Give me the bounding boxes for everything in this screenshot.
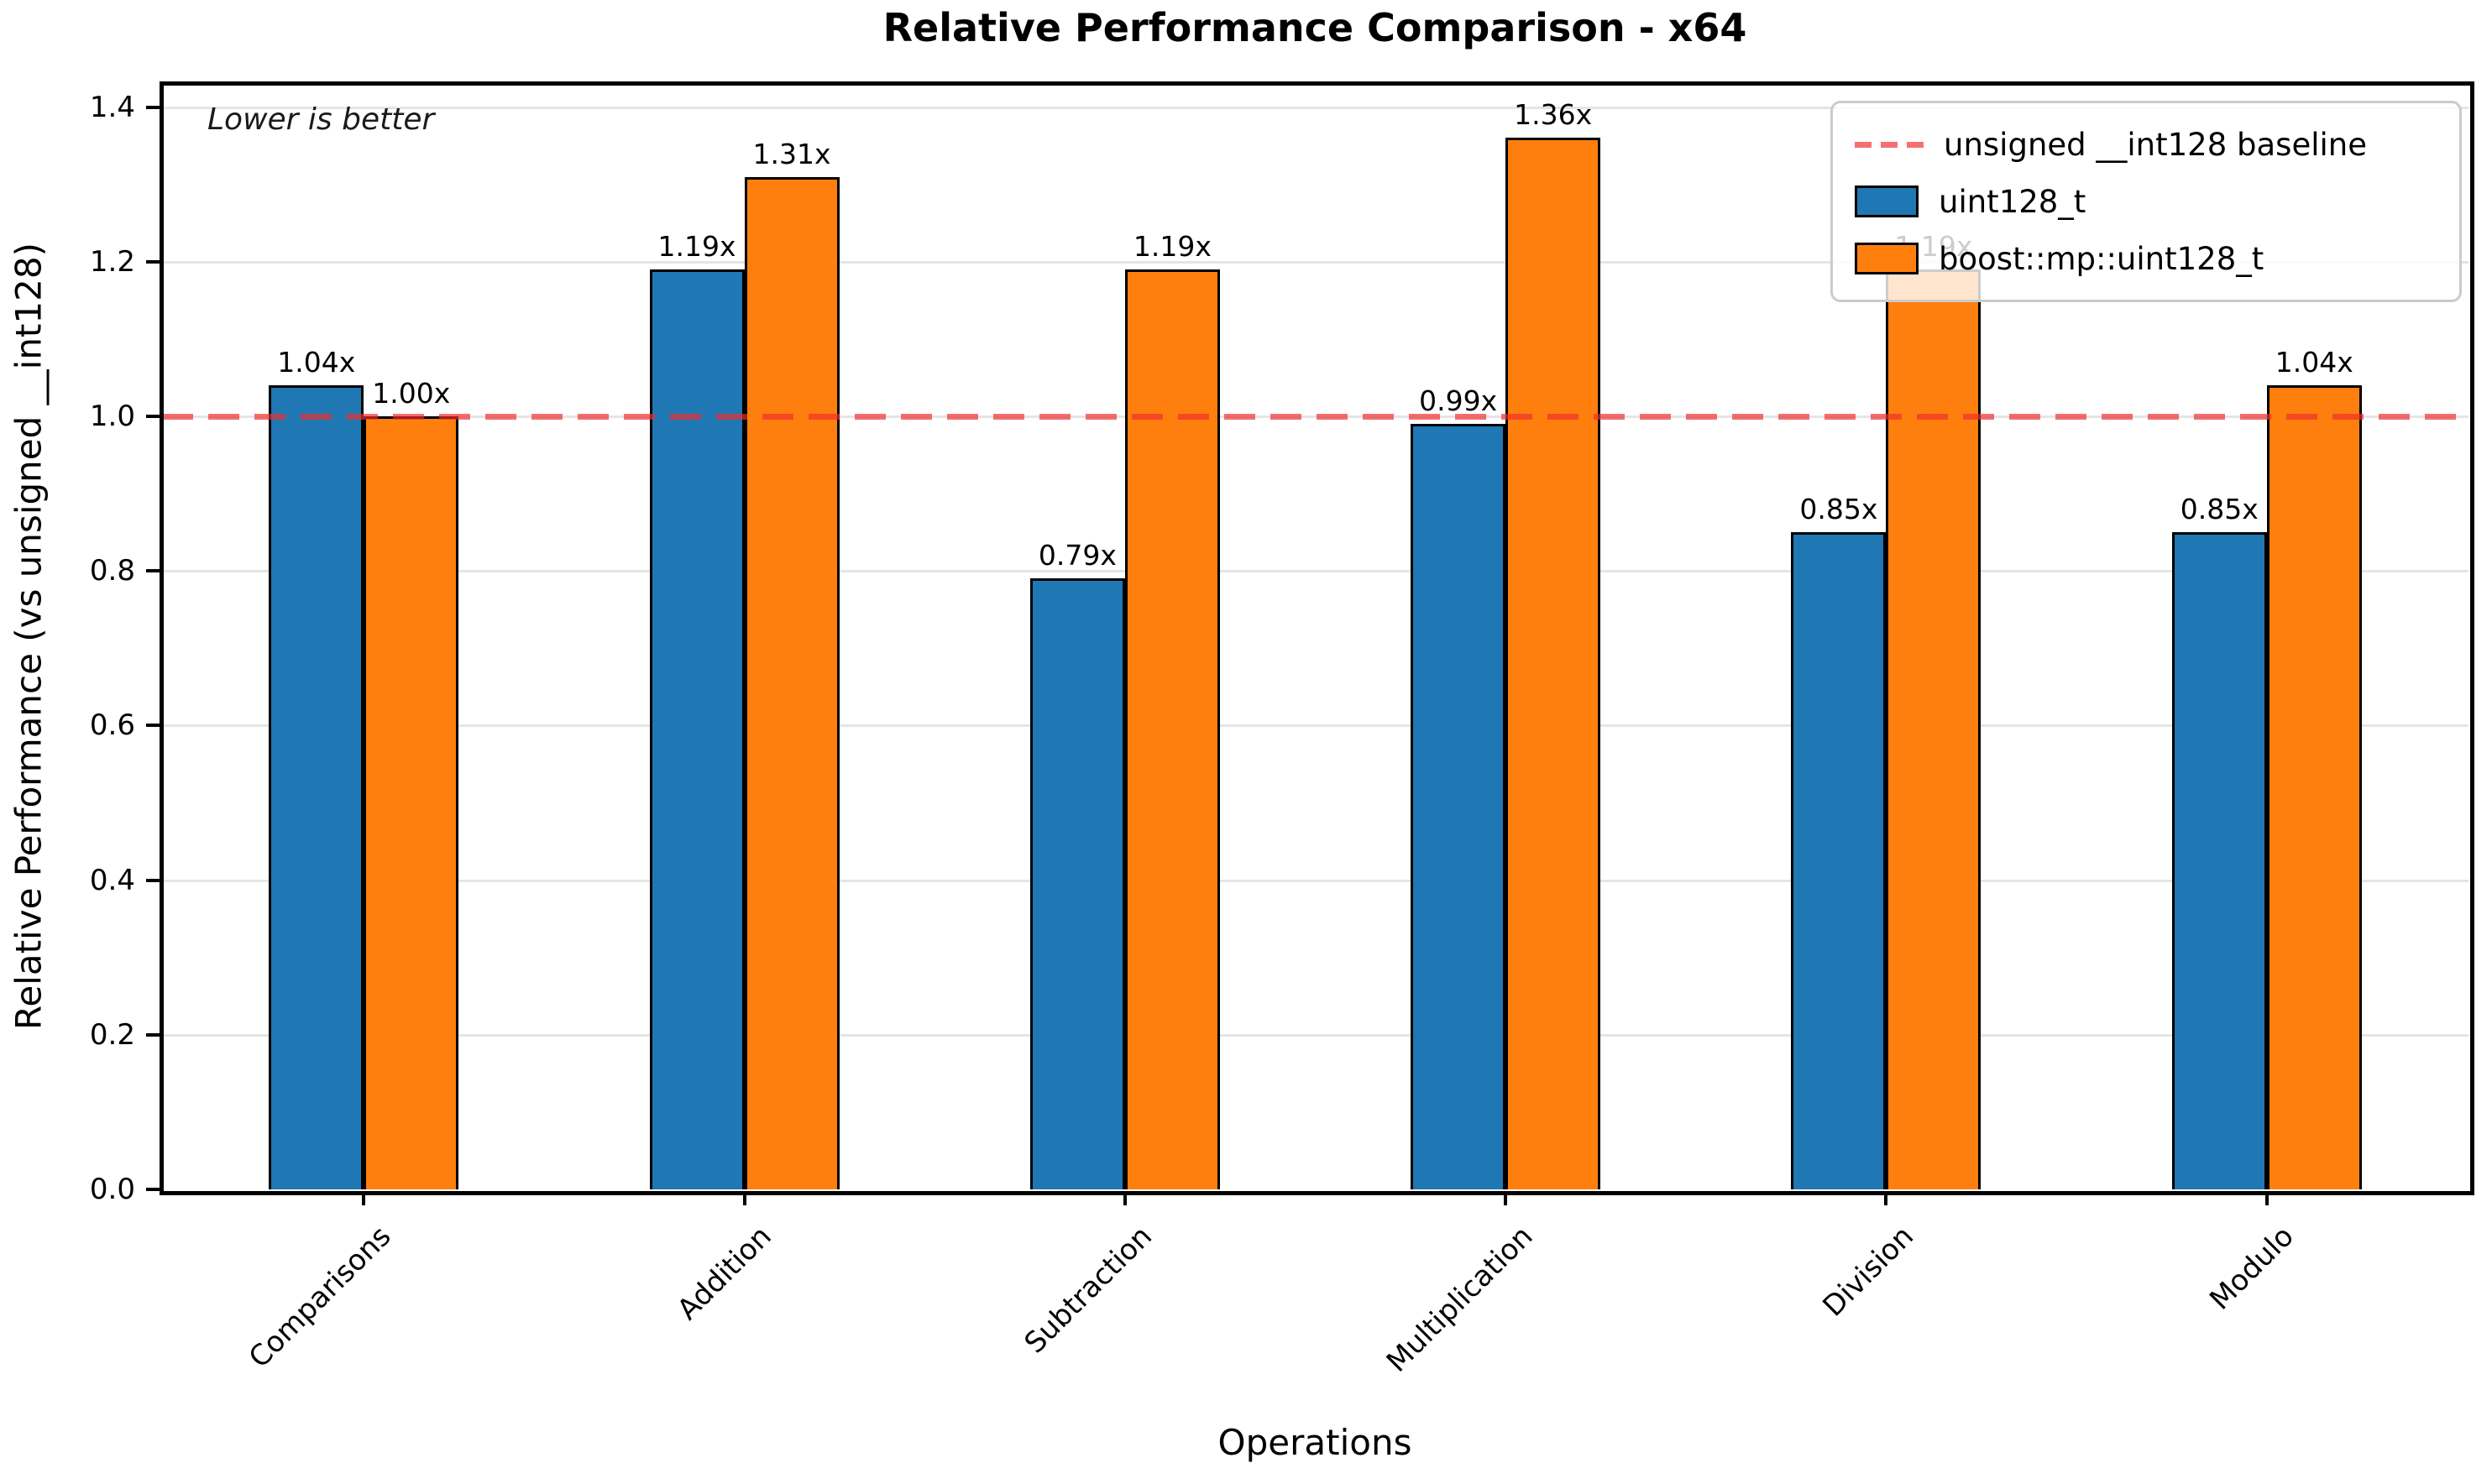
bar-uint128-t-modulo bbox=[2171, 532, 2267, 1189]
bar-value-label: 1.36x bbox=[1514, 98, 1593, 132]
x-tick-label: Modulo bbox=[2203, 1220, 2301, 1317]
x-tick-mark bbox=[1884, 1192, 1888, 1205]
x-tick-mark bbox=[1123, 1192, 1127, 1205]
bar-value-label: 1.00x bbox=[372, 377, 451, 410]
legend-swatch-uint128-t bbox=[1855, 186, 1919, 217]
bar-value-label: 1.04x bbox=[2275, 346, 2353, 379]
x-tick-label: Division bbox=[1816, 1220, 1920, 1324]
x-tick-label: Comparisons bbox=[242, 1220, 398, 1375]
x-tick-mark bbox=[1504, 1192, 1508, 1205]
gridline bbox=[162, 570, 2468, 573]
bar-uint128-t-comparisons bbox=[269, 385, 364, 1189]
bar-value-label: 0.79x bbox=[1038, 539, 1117, 572]
bar-boost-mp-uint128-t-modulo bbox=[2266, 385, 2362, 1189]
bar-boost-mp-uint128-t-comparisons bbox=[364, 416, 459, 1189]
bar-boost-mp-uint128-t-division bbox=[1886, 269, 1982, 1189]
bar-boost-mp-uint128-t-multiplication bbox=[1505, 138, 1601, 1189]
annotation-lower-is-better: Lower is better bbox=[207, 102, 435, 137]
y-tick-label: 0.0 bbox=[89, 1173, 135, 1206]
x-tick-mark bbox=[362, 1192, 366, 1205]
legend-item-uint128-t: uint128_t bbox=[1855, 175, 2437, 227]
y-tick-label: 1.0 bbox=[89, 400, 135, 434]
x-tick-label: Multiplication bbox=[1380, 1220, 1540, 1379]
y-tick-mark bbox=[146, 569, 160, 573]
y-tick-mark bbox=[146, 105, 160, 109]
x-axis-label: Operations bbox=[1217, 1422, 1412, 1463]
legend-label: unsigned __int128 baseline bbox=[1944, 126, 2367, 163]
y-tick-label: 0.4 bbox=[89, 863, 135, 897]
y-tick-label: 0.8 bbox=[89, 554, 135, 588]
x-tick-label: Subtraction bbox=[1018, 1220, 1160, 1361]
y-tick-mark bbox=[146, 1032, 160, 1037]
bar-uint128-t-subtraction bbox=[1029, 578, 1125, 1189]
gridline bbox=[162, 260, 2468, 264]
bar-value-label: 1.31x bbox=[752, 137, 831, 170]
y-tick-mark bbox=[146, 415, 160, 419]
gridline bbox=[162, 106, 2468, 109]
y-tick-mark bbox=[146, 259, 160, 264]
y-tick-label: 0.2 bbox=[89, 1017, 135, 1052]
bar-value-label: 0.85x bbox=[2180, 493, 2259, 526]
y-tick-label: 0.6 bbox=[89, 708, 135, 743]
bar-uint128-t-division bbox=[1791, 532, 1887, 1189]
plot-area: 1.04x 1.19x 0.79x 0.99x 0.85x 0.85x 1.00x 1.31x… bbox=[160, 81, 2474, 1195]
y-tick-mark bbox=[146, 724, 160, 728]
legend-swatch-baseline-dash bbox=[1855, 141, 1924, 148]
gridline bbox=[162, 724, 2468, 728]
gridline bbox=[162, 1033, 2468, 1037]
baseline-dashed-line bbox=[162, 414, 2468, 421]
y-tick-mark bbox=[146, 1188, 160, 1191]
bar-value-label: 0.99x bbox=[1419, 384, 1498, 418]
chart-title: Relative Performance Comparison - x64 bbox=[882, 5, 1747, 50]
legend-swatch-boost-mp-uint128-t bbox=[1855, 243, 1919, 274]
y-axis-label: Relative Performance (vs unsigned __int1… bbox=[8, 243, 50, 1030]
x-tick-mark bbox=[2264, 1192, 2269, 1205]
bar-boost-mp-uint128-t-addition bbox=[744, 176, 840, 1189]
legend-label: boost::mp::uint128_t bbox=[1939, 240, 2264, 277]
gridline bbox=[162, 879, 2468, 882]
legend-label: uint128_t bbox=[1939, 183, 2086, 220]
bar-value-label: 1.19x bbox=[1133, 230, 1212, 264]
legend-item-baseline: unsigned __int128 baseline bbox=[1855, 118, 2437, 170]
y-tick-label: 1.2 bbox=[89, 244, 135, 279]
bar-value-label: 1.19x bbox=[657, 230, 736, 264]
bar-value-label: 1.04x bbox=[277, 346, 356, 379]
bar-uint128-t-multiplication bbox=[1411, 424, 1506, 1189]
legend-item-boost-mp-uint128-t: boost::mp::uint128_t bbox=[1855, 233, 2437, 285]
y-tick-label: 1.4 bbox=[89, 90, 135, 124]
bar-value-label: 0.85x bbox=[1799, 493, 1878, 526]
bar-boost-mp-uint128-t-subtraction bbox=[1124, 269, 1220, 1189]
x-tick-label: Addition bbox=[671, 1220, 778, 1327]
y-tick-mark bbox=[146, 878, 160, 882]
x-tick-mark bbox=[742, 1192, 746, 1205]
bar-uint128-t-addition bbox=[649, 269, 745, 1189]
